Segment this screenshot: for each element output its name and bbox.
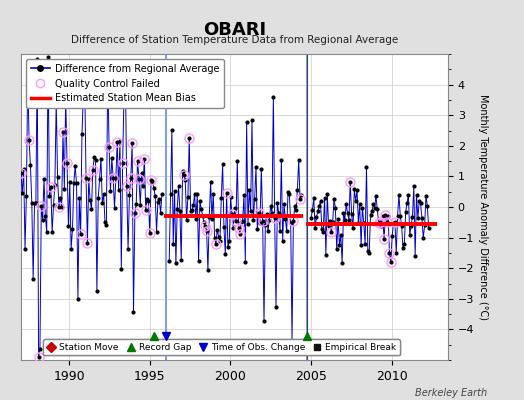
Text: Berkeley Earth: Berkeley Earth: [415, 388, 487, 398]
Text: Difference of Station Temperature Data from Regional Average: Difference of Station Temperature Data f…: [71, 35, 398, 45]
Legend: Station Move, Record Gap, Time of Obs. Change, Empirical Break: Station Move, Record Gap, Time of Obs. C…: [43, 339, 400, 356]
Title: OBARI: OBARI: [203, 20, 266, 38]
Y-axis label: Monthly Temperature Anomaly Difference (°C): Monthly Temperature Anomaly Difference (…: [478, 94, 488, 320]
